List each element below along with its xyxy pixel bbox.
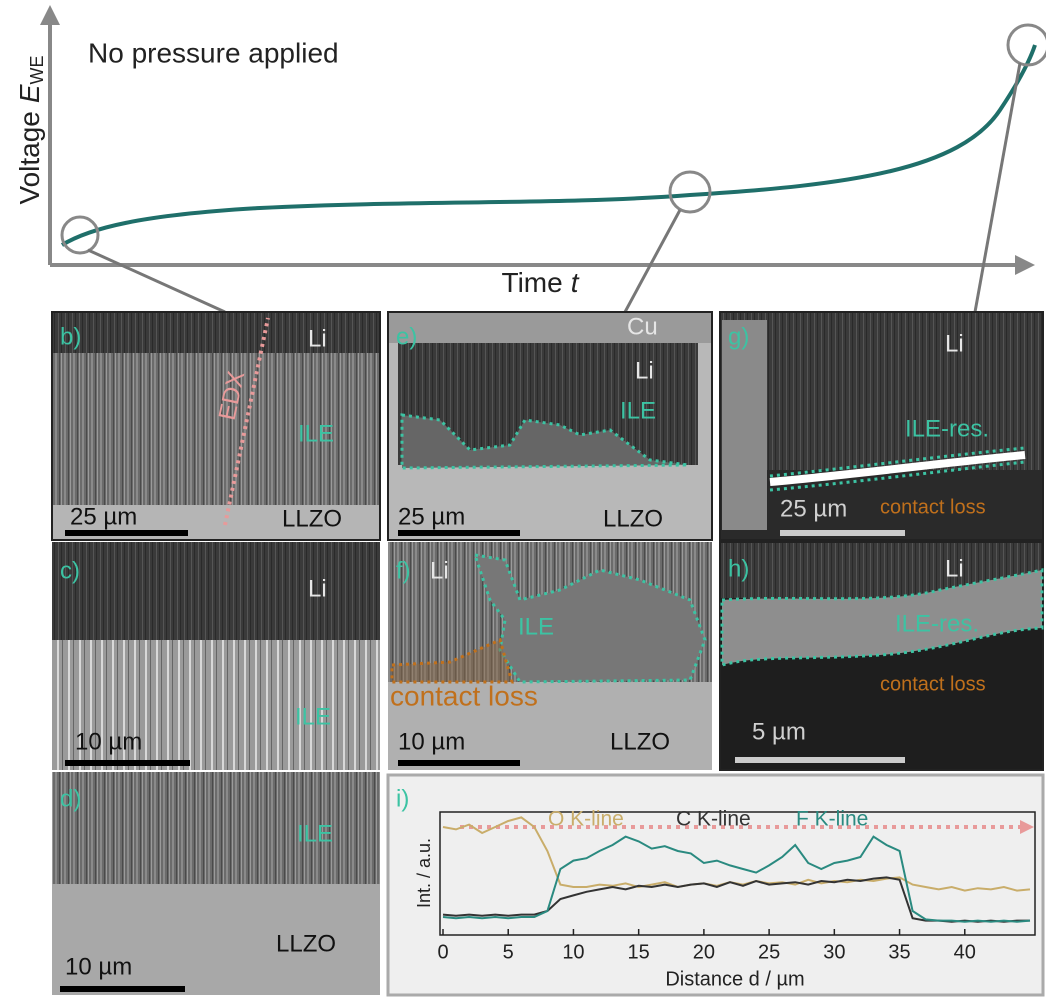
- label: LLZO: [276, 930, 336, 957]
- legend-label: C K-line: [676, 808, 751, 831]
- label: ILE-res.: [895, 610, 979, 637]
- edx-arrow: [223, 317, 270, 526]
- panel-label: d): [60, 785, 81, 812]
- sem-region: [389, 313, 711, 343]
- panel-label: g): [728, 323, 749, 350]
- title: No pressure applied: [88, 37, 339, 68]
- x-tick-label: 40: [954, 941, 976, 963]
- arrow: [1020, 820, 1034, 834]
- connector: [87, 248, 226, 314]
- panel-f: f) Li ILE contact loss 10 µm LLZO: [388, 542, 712, 770]
- connector: [973, 62, 1022, 313]
- x-tick-label: 30: [823, 941, 845, 963]
- label: contact loss: [880, 673, 986, 695]
- series-line: [442, 835, 1031, 923]
- x-tick-label: 25: [758, 941, 780, 963]
- connector: [623, 209, 682, 313]
- x-label: Time t: [502, 267, 580, 298]
- sem-region: [53, 313, 379, 353]
- label: ILE: [298, 420, 334, 447]
- curve: [60, 44, 1037, 247]
- label: ILE: [620, 397, 656, 424]
- panel-label: c): [60, 557, 80, 584]
- arrow: [1015, 255, 1035, 275]
- label: Li: [945, 330, 964, 357]
- x-tick-label: 10: [562, 941, 584, 963]
- marker-circle: [1006, 23, 1046, 67]
- label: LLZO: [610, 728, 670, 755]
- legend-label: F K-line: [796, 808, 868, 831]
- panel-c: c) Li ILE 10 µm: [52, 542, 380, 770]
- contact-loss-outline: [390, 637, 514, 684]
- ile-outline: [472, 553, 707, 684]
- panel-g: g) Li ILE-res. 25 µm contact loss: [719, 311, 1044, 541]
- x-tick-label: 15: [628, 941, 650, 963]
- label: Li: [308, 325, 327, 352]
- label: 5 µm: [752, 718, 806, 745]
- label: 10 µm: [398, 728, 465, 755]
- panel-b: b) Li EDX ILE 25 µm LLZO: [51, 311, 381, 541]
- label: Li: [635, 357, 654, 384]
- ile-outline: [769, 446, 1026, 492]
- marker-circle: [668, 170, 712, 214]
- panel-label: h): [728, 555, 749, 582]
- x-label: Distance d / µm: [665, 968, 804, 990]
- panel-label: f): [396, 557, 411, 584]
- y-label-symbol: E: [14, 84, 45, 103]
- panel-h: h) Li ILE-res. contact loss 5 µm: [719, 541, 1044, 771]
- label: 25 µm: [398, 503, 465, 530]
- arrow: [40, 5, 60, 25]
- panel-d: d) ILE LLZO 10 µm: [52, 772, 380, 995]
- x-label-text: Time: [502, 267, 563, 298]
- label: 10 µm: [75, 728, 142, 755]
- y-label-text: Voltage: [14, 111, 45, 204]
- ile-outline: [400, 413, 689, 470]
- label: ILE: [297, 820, 333, 847]
- label: 25 µm: [780, 495, 847, 522]
- panel-i: i) 0 5 10 15 20 25 30 35 40 Distance d / µm Int. /…: [386, 773, 1045, 997]
- panel-label: e): [396, 323, 417, 350]
- y-label: Voltage EWE: [14, 55, 46, 204]
- panel-e: e) Cu Li ILE 25 µm LLZO: [387, 311, 713, 541]
- sem-region: [52, 772, 380, 884]
- sem-region: [52, 542, 380, 640]
- x-tick-label: 20: [693, 941, 715, 963]
- x-tick-label: 35: [888, 941, 910, 963]
- plot-frame: [439, 811, 1036, 936]
- panel-label: i): [396, 785, 409, 812]
- y-label-subscript: WE: [27, 55, 47, 84]
- label: Cu: [627, 313, 658, 340]
- marker-circle: [60, 215, 100, 255]
- x-label-symbol: t: [571, 267, 580, 298]
- label: Li: [945, 555, 964, 582]
- label: contact loss: [390, 680, 538, 711]
- label: contact loss: [880, 496, 986, 518]
- label: ILE: [295, 703, 331, 730]
- legend-label: O K-line: [548, 808, 624, 831]
- sem-region: [722, 320, 767, 530]
- label: 25 µm: [70, 503, 137, 530]
- label: LLZO: [603, 505, 663, 532]
- y-label: Int. / a.u.: [414, 838, 434, 908]
- label: ILE-res.: [905, 415, 989, 442]
- label: LLZO: [282, 505, 342, 532]
- x-tick-label: 0: [437, 941, 448, 963]
- schematic: No pressure applied Voltage EWE Time t: [14, 5, 1046, 314]
- panel-label: b): [60, 323, 81, 350]
- ile-res-band: [769, 451, 1026, 486]
- x-tick-label: 5: [503, 941, 514, 963]
- label: ILE: [518, 613, 554, 640]
- ile-outline: [720, 568, 1044, 667]
- label: Li: [430, 557, 449, 584]
- label: 10 µm: [65, 953, 132, 980]
- label: Li: [308, 575, 327, 602]
